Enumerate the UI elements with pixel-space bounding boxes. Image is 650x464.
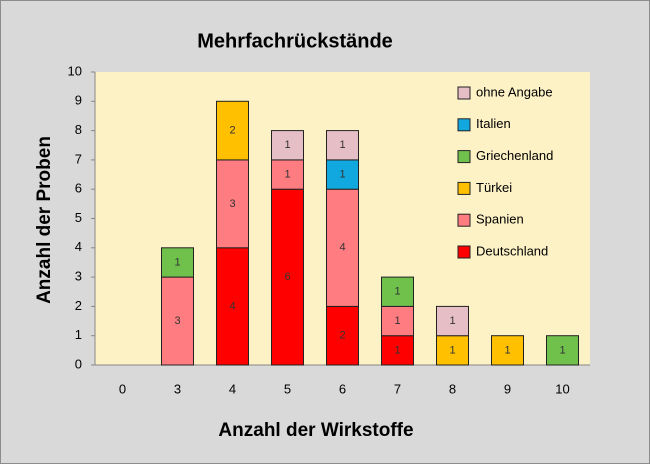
legend-swatch [457,245,471,259]
data-label: 1 [449,344,455,356]
data-label: 6 [284,271,290,283]
legend-label: Deutschland [476,243,548,258]
legend-label: Türkei [476,180,512,195]
x-tick-label: 6 [339,381,346,396]
x-tick-label: 9 [504,381,511,396]
y-axis-label: Anzahl der Proben [34,136,55,304]
bar-segment [216,159,249,249]
legend-label: ohne Angabe [476,84,553,99]
x-tick-label: 10 [555,381,569,396]
bar-segment [326,305,359,366]
y-tick-label: 7 [75,151,82,166]
y-tick-label: 9 [75,93,82,108]
bar-segment [381,305,414,337]
x-tick-label: 3 [174,381,181,396]
x-tick-label: 5 [284,381,291,396]
bar-segment [491,335,524,366]
legend-label: Spanien [476,212,524,227]
y-tick-label: 10 [68,63,82,78]
bar-segment [381,335,414,366]
y-tick-label: 0 [75,356,82,371]
legend-label: Italien [476,116,511,131]
y-tick-label: 8 [75,122,82,137]
data-label: 1 [174,256,180,268]
legend-label: Griechenland [476,148,553,163]
data-label: 4 [339,242,345,254]
x-tick-label: 4 [229,381,236,396]
data-label: 2 [229,125,235,137]
data-label: 3 [229,198,235,210]
data-label: 1 [559,344,565,356]
x-tick-label: 8 [449,381,456,396]
legend-swatch [457,118,471,132]
bar-segment [436,335,469,366]
data-label: 4 [229,300,235,312]
data-label: 1 [339,168,345,180]
y-tick-label: 3 [75,269,82,284]
data-label: 1 [284,168,290,180]
bar-segment [326,130,359,161]
y-tick-label: 1 [75,327,82,342]
bar-segment [216,100,249,161]
bar-segment [326,159,359,190]
data-label: 1 [394,315,400,327]
bar-segment [436,305,469,337]
legend-swatch [457,213,471,227]
bar-segment [381,276,414,307]
bar-segment [271,159,304,190]
legend-swatch [457,150,471,164]
data-label: 3 [174,315,180,327]
data-label: 1 [394,344,400,356]
legend-swatch [457,181,471,195]
data-label: 1 [284,139,290,151]
x-tick-label: 0 [119,381,126,396]
x-tick-label: 7 [394,381,401,396]
bar-segment [216,247,249,366]
x-axis-label: Anzahl der Wirkstoffe [218,420,413,441]
y-tick-label: 6 [75,181,82,196]
data-label: 1 [504,344,510,356]
chart-title: Mehrfachrückstände [197,30,393,52]
bar-segment [161,247,194,278]
data-label: 1 [394,286,400,298]
bar-segment [271,130,304,161]
y-tick-label: 4 [75,239,82,254]
data-label: 1 [339,139,345,151]
y-tick-label: 2 [75,298,82,313]
bar-segment [161,276,194,366]
legend-swatch [457,86,471,100]
y-tick-label: 5 [75,210,82,225]
data-label: 2 [339,330,345,342]
data-label: 1 [449,315,455,327]
bar-segment [546,335,579,366]
